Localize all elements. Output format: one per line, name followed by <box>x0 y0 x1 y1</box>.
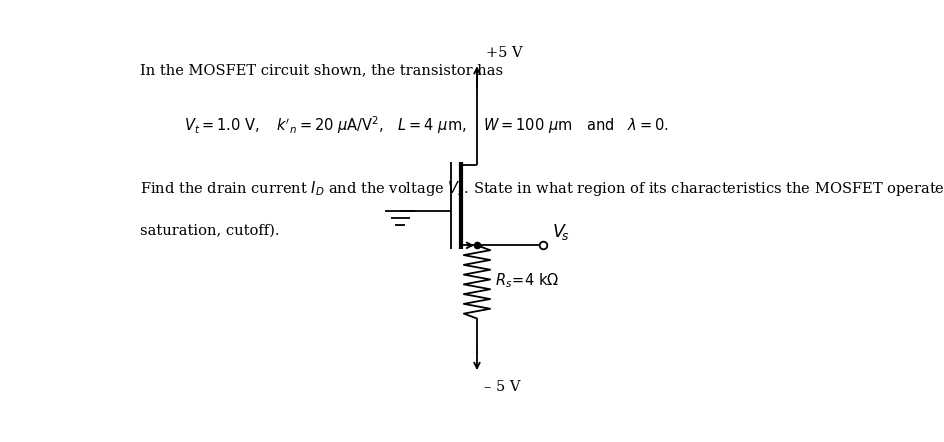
Text: $V_{\!s}$: $V_{\!s}$ <box>551 222 569 242</box>
Text: In the MOSFET circuit shown, the transistor has: In the MOSFET circuit shown, the transis… <box>140 63 503 77</box>
Text: Find the drain current $I_D$ and the voltage $V_s$. State in what region of its : Find the drain current $I_D$ and the vol… <box>140 179 944 198</box>
Text: +5 V: +5 V <box>485 46 522 60</box>
Text: – 5 V: – 5 V <box>483 380 520 394</box>
Text: $R_s\!=\!4\ \mathrm{k}\Omega$: $R_s\!=\!4\ \mathrm{k}\Omega$ <box>495 271 559 290</box>
Text: saturation, cutoff).: saturation, cutoff). <box>140 223 279 237</box>
Text: $V_t = 1.0\ \mathrm{V,} \quad k'_n = 20\ \mu\mathrm{A/V}^2\mathrm{,}\quad L = 4\: $V_t = 1.0\ \mathrm{V,} \quad k'_n = 20\… <box>184 114 668 136</box>
